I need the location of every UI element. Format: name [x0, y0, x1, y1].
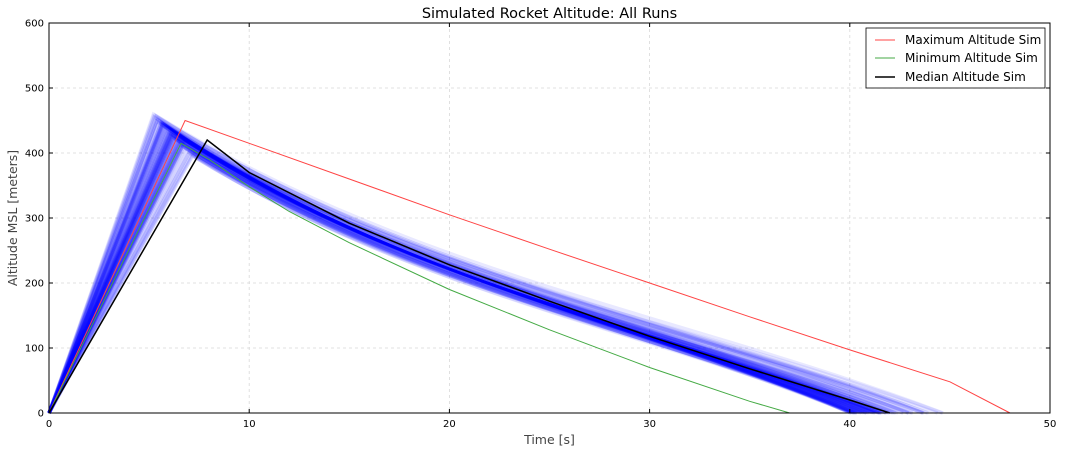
ensemble-core-line [47, 124, 858, 415]
legend-box [865, 27, 1046, 89]
ensemble-run-line [47, 145, 904, 415]
legend-entry-min: Minimum Altitude Sim [905, 51, 1038, 65]
ensemble-run-line [47, 133, 868, 415]
ensemble-core-line [47, 131, 868, 415]
ensemble-core-line [47, 126, 861, 415]
ensemble-run-line [47, 118, 853, 415]
ensemble-core-line [47, 123, 856, 415]
x-tick-label: 10 [243, 419, 256, 430]
legend: Maximum Altitude Sim Minimum Altitude Si… [865, 27, 1046, 89]
median-altitude-line [48, 138, 891, 414]
max-altitude-line [48, 119, 1011, 414]
ensemble-run-line [47, 148, 857, 415]
ensemble-run-line [47, 138, 890, 415]
ensemble-run-line [47, 117, 899, 415]
x-tick-label: 0 [46, 419, 52, 430]
ensemble-run-line [47, 144, 883, 415]
ensemble-run-line [47, 135, 881, 415]
y-tick-label: 300 [25, 214, 44, 225]
ensemble-run-line [47, 132, 868, 415]
ensemble-run-line [47, 118, 855, 415]
ensemble-core-line [47, 122, 855, 415]
ensemble-run-line [47, 143, 889, 415]
ensemble-core-line [47, 137, 878, 415]
ensemble-run-line [47, 135, 853, 415]
ensemble-core-line [47, 119, 851, 415]
y-tick-label: 600 [25, 19, 44, 30]
x-tick-label: 20 [443, 419, 456, 430]
ensemble-run-line [47, 128, 910, 415]
ensemble-core-line [47, 130, 867, 415]
ensemble-run-line [47, 141, 859, 415]
x-tick-label: 40 [843, 419, 856, 430]
ensemble-run-line [47, 113, 883, 415]
ensemble-run-line [47, 113, 924, 415]
x-tick-label: 30 [643, 419, 656, 430]
ensemble-run-line [47, 113, 914, 415]
ensemble-core-line [47, 137, 877, 415]
ensemble-run-line [47, 141, 858, 415]
x-axis-label: Time [s] [523, 432, 575, 447]
ensemble-core-line [47, 139, 881, 415]
ensemble-run-line [47, 141, 867, 415]
ensemble-run-line [47, 149, 891, 415]
ensemble-run-line [47, 150, 863, 415]
ensemble-run-line [47, 129, 943, 415]
ensemble-run-line [47, 121, 893, 415]
ensemble-run-line [47, 117, 887, 415]
chart-title: Simulated Rocket Altitude: All Runs [422, 6, 677, 22]
ensemble-run-line [47, 135, 855, 415]
ensemble-run-line [47, 150, 939, 415]
ensemble-run-line [47, 141, 895, 415]
y-tick-label: 100 [25, 344, 44, 355]
ensemble-core-line [47, 138, 880, 415]
ensemble-run-line [47, 131, 883, 415]
ensemble-run-line [47, 152, 876, 415]
ensemble-run-line [47, 137, 910, 415]
y-tick-label: 400 [25, 149, 44, 160]
ensemble-run-line [47, 152, 912, 415]
y-tick-label: 200 [25, 279, 44, 290]
ensemble-run-line [47, 132, 884, 415]
ensemble-run-line [47, 136, 870, 415]
ensemble-run-line [47, 131, 930, 415]
ensemble-run-line [47, 119, 856, 415]
ensemble-run-line [47, 142, 904, 415]
ensemble-core-line [47, 129, 866, 415]
ensemble-run-line [47, 121, 897, 415]
ensemble-core-line [47, 121, 853, 415]
ensemble-run-line [47, 112, 944, 415]
ensemble-run-line [47, 115, 929, 415]
y-tick-label: 500 [25, 84, 44, 95]
ensemble-run-line [47, 130, 881, 415]
y-axis-label: Altitude MSL [meters] [5, 150, 20, 286]
ensemble-run-line [47, 142, 925, 415]
legend-entry-median: Median Altitude Sim [905, 70, 1026, 84]
ensemble-run-line [47, 140, 858, 415]
series-layer [48, 119, 1011, 414]
ensemble-run-line [47, 131, 880, 415]
ensemble-core-line [47, 128, 863, 415]
x-tick-label: 50 [1044, 419, 1057, 430]
legend-entry-max: Maximum Altitude Sim [905, 33, 1041, 47]
ensemble-core-line [47, 128, 865, 415]
ensemble-run-line [47, 127, 856, 415]
ensemble-run-line [47, 133, 852, 415]
ensemble-core-line [47, 127, 862, 415]
ensemble-run-line [47, 129, 865, 415]
ensemble-core-line [47, 120, 852, 415]
ensemble-core-line [47, 125, 860, 415]
y-tick-label: 0 [38, 409, 44, 420]
ensemble-core-line [47, 124, 857, 415]
ensemble-run-line [47, 111, 909, 415]
ensemble-run-line [47, 129, 924, 415]
